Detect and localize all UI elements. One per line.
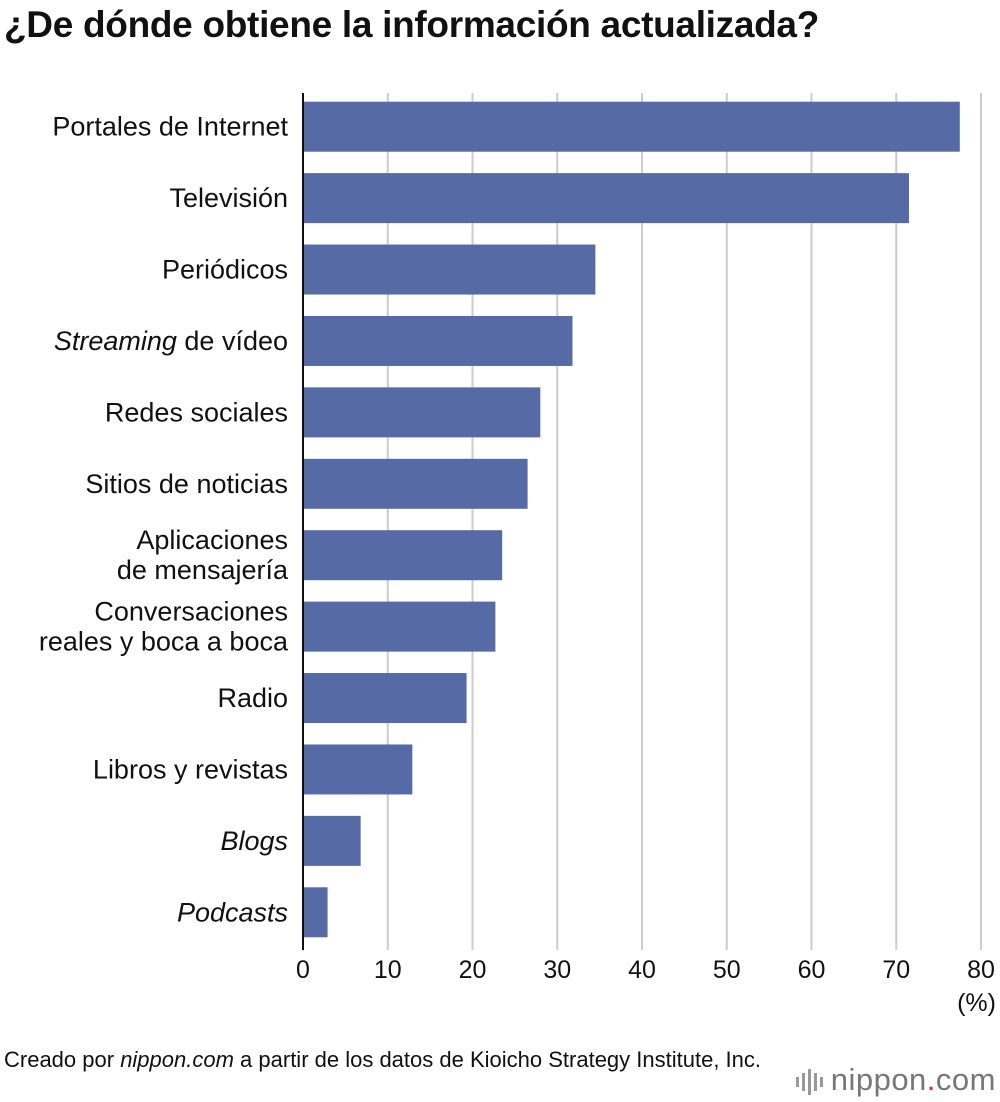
bars	[304, 101, 960, 938]
source-note: Creado por nippon.com a partir de los da…	[4, 1046, 764, 1074]
bar-0	[304, 101, 960, 152]
x-tick-label-0: 0	[296, 956, 310, 984]
bar-5	[304, 458, 528, 509]
category-label-7-line-1: reales y boca a boca	[39, 627, 289, 657]
x-tick-label-30: 30	[543, 956, 571, 984]
bar-10	[304, 815, 361, 866]
category-label-4: Redes sociales	[105, 397, 288, 427]
source-prefix: Creado por	[4, 1047, 121, 1072]
category-label-0: Portales de Internet	[52, 112, 288, 142]
category-label-6-line-0: Aplicaciones	[136, 525, 288, 555]
category-label-2: Periódicos	[162, 255, 288, 285]
bar-9	[304, 744, 413, 795]
bar-2	[304, 244, 596, 295]
x-unit-label: (%)	[957, 989, 996, 1017]
bar-7	[304, 601, 496, 652]
logo-tld: com	[935, 1062, 996, 1097]
category-label-1: Televisión	[169, 183, 288, 213]
x-tick-label-10: 10	[374, 956, 402, 984]
category-label-9: Libros y revistas	[93, 754, 288, 784]
x-tick-label-50: 50	[713, 956, 741, 984]
logo-dot: .	[926, 1062, 936, 1097]
nippon-logo: nippon.com	[795, 1062, 996, 1098]
category-label-5: Sitios de noticias	[85, 469, 288, 499]
bar-6	[304, 530, 503, 581]
x-tick-labels: 0 10 20 30 40 50 60 70 80	[296, 956, 995, 984]
grid-lines	[386, 93, 982, 950]
category-label-3: Streaming de vídeo	[54, 326, 288, 356]
x-tick-label-40: 40	[628, 956, 656, 984]
x-tick-label-80: 80	[967, 956, 995, 984]
x-tick-label-60: 60	[798, 956, 826, 984]
category-labels: Portales de Internet Televisión Periódicos…	[39, 112, 289, 928]
source-site: nippon.com	[120, 1047, 234, 1072]
category-label-6-line-1: de mensajería	[117, 555, 289, 585]
logo-main: nippon	[830, 1062, 927, 1097]
logo-bars-icon	[795, 1068, 823, 1095]
bar-1	[304, 173, 909, 224]
category-label-7-line-0: Conversaciones	[94, 597, 288, 627]
category-label-10: Blogs	[220, 826, 288, 856]
source-suffix: a partir de los datos de Kioicho Strateg…	[233, 1047, 762, 1072]
x-tick-label-20: 20	[459, 956, 487, 984]
bar-8	[304, 673, 467, 724]
bar-11	[304, 887, 328, 938]
bar-3	[304, 315, 573, 366]
category-label-8: Radio	[217, 683, 288, 713]
category-label-11: Podcasts	[177, 897, 288, 927]
bar-4	[304, 387, 541, 438]
x-tick-label-70: 70	[882, 956, 910, 984]
chart-title: ¿De dónde obtiene la información actuali…	[4, 4, 820, 45]
